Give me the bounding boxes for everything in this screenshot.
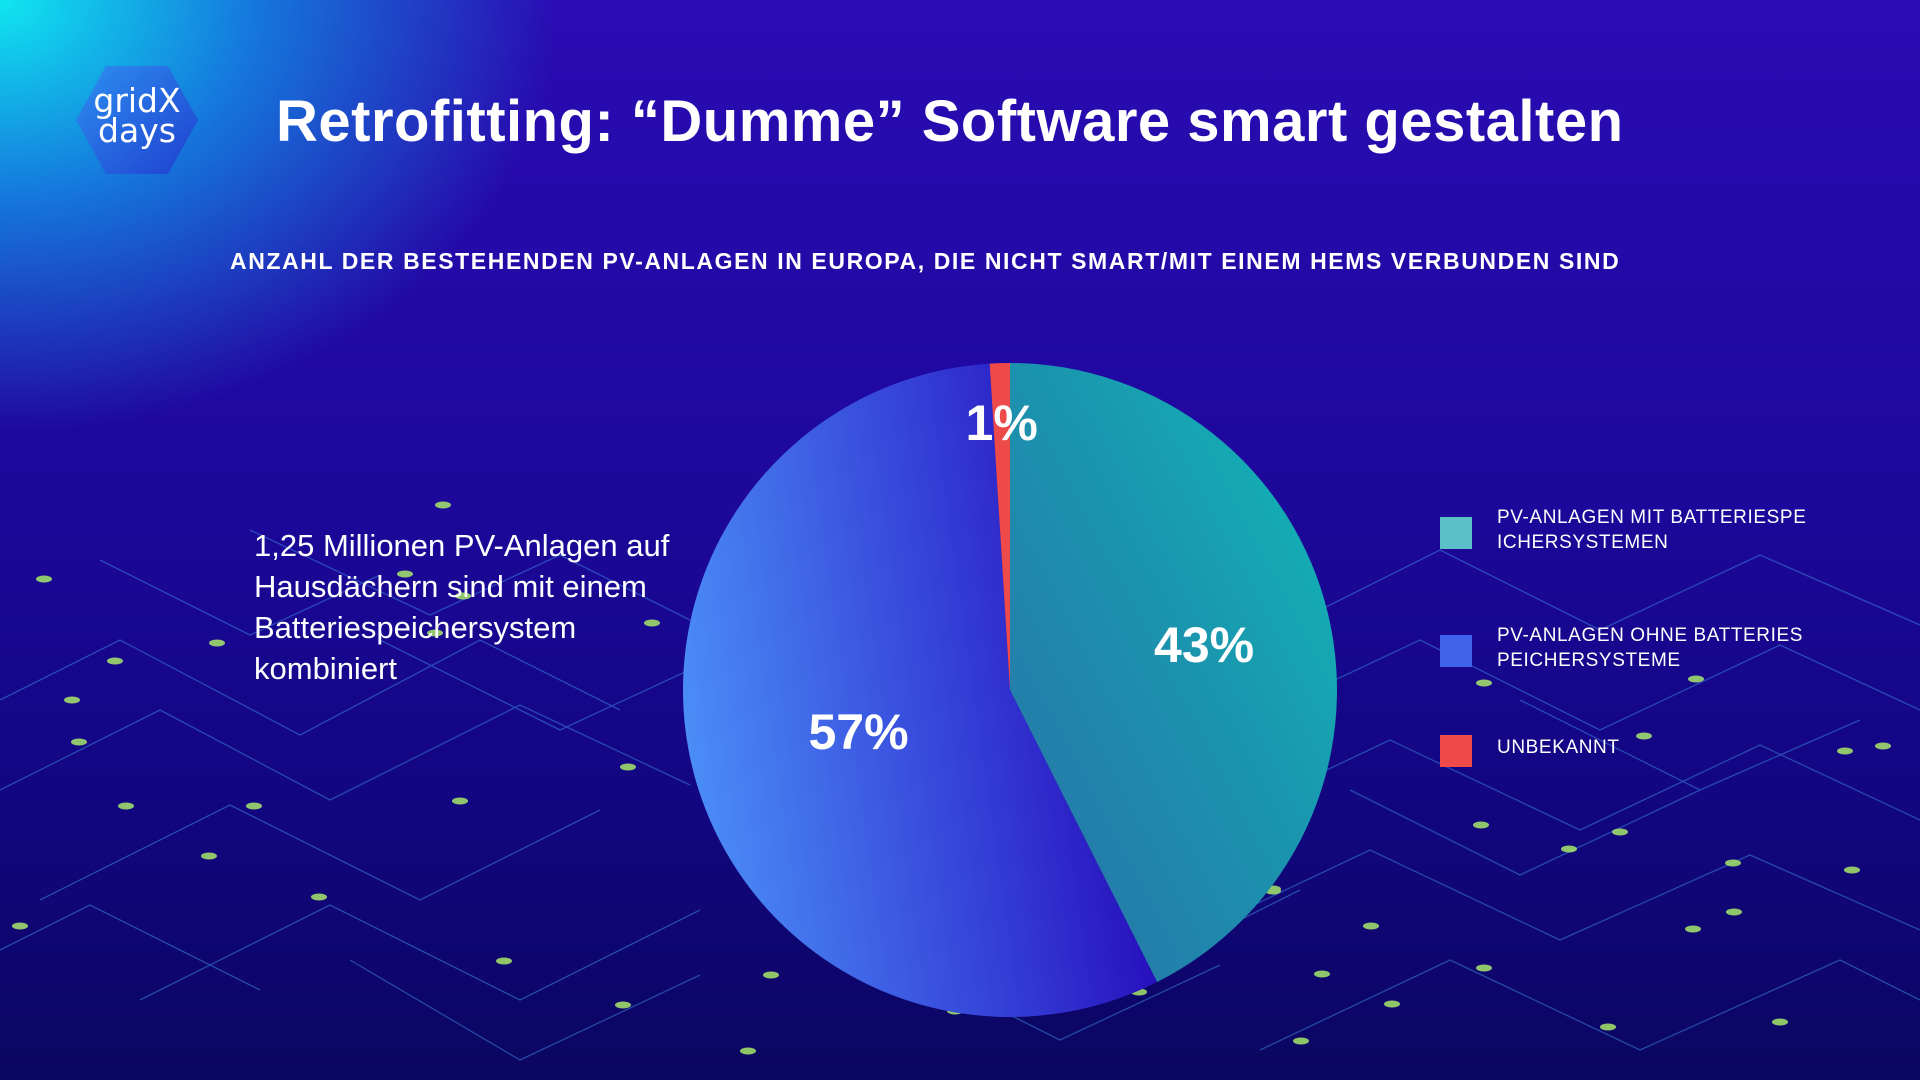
legend-swatch	[1440, 517, 1472, 549]
logo-text-gridx: gridX	[93, 81, 181, 120]
slice-ohne-batteriespeicher	[683, 363, 1158, 1017]
slice-mit-batteriespeicher	[1010, 363, 1337, 983]
legend-label: PV-ANLAGEN OHNE BATTERIESPEICHERSYSTEME	[1497, 625, 1804, 671]
logo-text-days: days	[98, 111, 176, 150]
logo-hexagon-icon	[76, 66, 198, 174]
pie-chart: 43% 57% 1%	[683, 363, 1337, 1017]
annotation-text: 1,25 Millionen PV-Anlagen auf Hausdächer…	[254, 528, 670, 686]
gridx-days-logo: gridX days	[74, 64, 200, 176]
legend-label: PV-ANLAGEN MIT BATTERIESPEICHERSYSTEMEN	[1497, 507, 1807, 553]
slice-label-43: 43%	[1154, 617, 1254, 673]
slide-title: Retrofitting: “Dumme” Software smart ges…	[276, 89, 1624, 154]
chart-subtitle: ANZAHL DER BESTEHENDEN PV-ANLAGEN IN EUR…	[230, 248, 1621, 274]
legend-swatch	[1440, 735, 1472, 767]
slice-label-1: 1%	[966, 395, 1038, 451]
slice-label-57: 57%	[808, 704, 908, 760]
legend-label: UNBEKANNT	[1497, 737, 1620, 758]
legend-swatch	[1440, 635, 1472, 667]
slice-unbekannt	[989, 363, 1010, 690]
